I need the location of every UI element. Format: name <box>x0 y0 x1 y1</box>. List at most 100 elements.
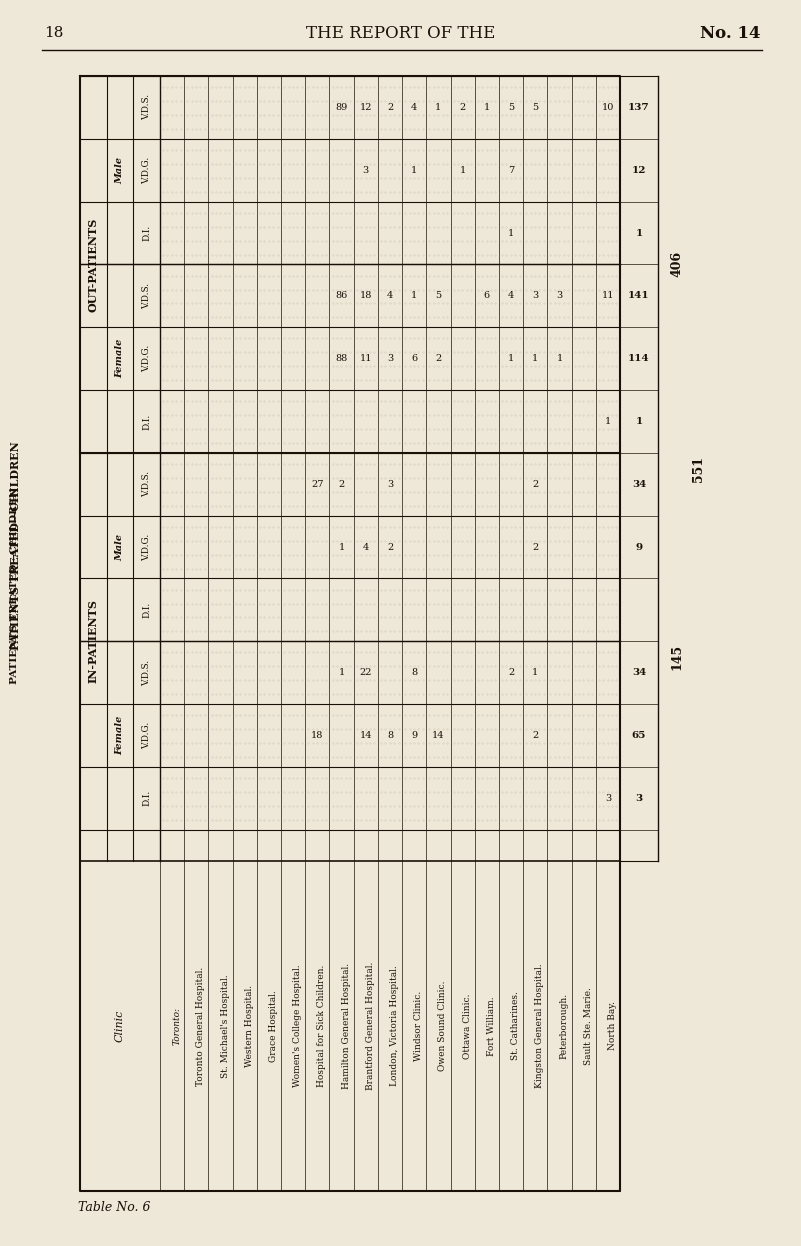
Text: 4: 4 <box>363 542 369 552</box>
Text: PATIENTS TREATED—CHILDREN: PATIENTS TREATED—CHILDREN <box>10 488 19 684</box>
Text: 6: 6 <box>411 354 417 363</box>
Text: D.I.: D.I. <box>142 224 151 242</box>
Text: D.I.: D.I. <box>142 414 151 430</box>
Text: 34: 34 <box>632 668 646 677</box>
Text: 3: 3 <box>532 292 538 300</box>
Text: Owen Sound Clinic.: Owen Sound Clinic. <box>438 981 448 1072</box>
Text: St. Michael's Hospital.: St. Michael's Hospital. <box>220 974 230 1078</box>
Text: 2: 2 <box>532 480 538 488</box>
Text: 114: 114 <box>628 354 650 363</box>
Text: Hamilton General Hospital.: Hamilton General Hospital. <box>341 963 351 1089</box>
Text: Sault Ste. Marie.: Sault Ste. Marie. <box>584 987 593 1065</box>
Text: 8: 8 <box>387 731 393 740</box>
Text: 9: 9 <box>635 542 642 552</box>
Text: 2: 2 <box>532 542 538 552</box>
Text: Ottawa Clinic.: Ottawa Clinic. <box>463 993 472 1059</box>
Text: Female: Female <box>115 715 124 755</box>
Text: IN-PATIENTS: IN-PATIENTS <box>88 599 99 683</box>
Text: 2: 2 <box>387 542 393 552</box>
Text: 1: 1 <box>339 668 344 677</box>
Text: 1: 1 <box>635 417 642 426</box>
Text: 2: 2 <box>460 103 465 112</box>
Text: 34: 34 <box>632 480 646 488</box>
Text: London, Victoria Hospital.: London, Victoria Hospital. <box>390 966 399 1087</box>
Text: Male: Male <box>115 533 124 561</box>
Text: V.D.S.: V.D.S. <box>142 471 151 497</box>
Text: 1: 1 <box>411 292 417 300</box>
Text: V.D.G.: V.D.G. <box>142 345 151 373</box>
Text: North Bay.: North Bay. <box>608 1002 617 1050</box>
Text: 88: 88 <box>336 354 348 363</box>
Text: 9: 9 <box>411 731 417 740</box>
Text: 27: 27 <box>311 480 324 488</box>
Text: Peterborough.: Peterborough. <box>559 993 569 1059</box>
Text: Female: Female <box>115 339 124 379</box>
Text: 5: 5 <box>436 292 441 300</box>
Text: 3: 3 <box>363 166 369 174</box>
Text: V.D.S.: V.D.S. <box>142 95 151 121</box>
Text: 18: 18 <box>360 292 372 300</box>
Text: 4: 4 <box>508 292 514 300</box>
Text: 1: 1 <box>460 166 465 174</box>
Text: 1: 1 <box>508 354 514 363</box>
Text: 1: 1 <box>557 354 562 363</box>
Text: 89: 89 <box>336 103 348 112</box>
Text: V.D.G.: V.D.G. <box>142 721 151 749</box>
Text: 1: 1 <box>484 103 490 112</box>
Text: 2: 2 <box>508 668 514 677</box>
Text: 1: 1 <box>635 228 642 238</box>
Text: 406: 406 <box>670 252 683 278</box>
Text: 12: 12 <box>360 103 372 112</box>
Text: 1: 1 <box>532 354 538 363</box>
Text: 137: 137 <box>628 103 650 112</box>
Text: 145: 145 <box>670 644 683 670</box>
Text: 2: 2 <box>435 354 441 363</box>
Text: 1: 1 <box>411 166 417 174</box>
Text: 4: 4 <box>387 292 393 300</box>
Text: Toronto General Hospital.: Toronto General Hospital. <box>196 967 205 1085</box>
Text: 14: 14 <box>433 731 445 740</box>
Text: 551: 551 <box>692 456 705 481</box>
Text: V.D.G.: V.D.G. <box>142 533 151 561</box>
Text: 18: 18 <box>311 731 324 740</box>
Text: 1: 1 <box>339 542 344 552</box>
Text: 11: 11 <box>360 354 372 363</box>
Text: 1: 1 <box>508 228 514 238</box>
Text: 3: 3 <box>557 292 562 300</box>
Text: 7: 7 <box>508 166 514 174</box>
Text: 141: 141 <box>628 292 650 300</box>
Text: 18: 18 <box>44 26 63 40</box>
Text: 10: 10 <box>602 103 614 112</box>
Text: St. Catharines.: St. Catharines. <box>511 992 520 1060</box>
Text: 5: 5 <box>508 103 514 112</box>
Text: Grace Hospital.: Grace Hospital. <box>269 991 278 1062</box>
Text: THE REPORT OF THE: THE REPORT OF THE <box>306 25 496 41</box>
Text: 1: 1 <box>532 668 538 677</box>
Text: 1: 1 <box>435 103 441 112</box>
Text: 4: 4 <box>411 103 417 112</box>
Text: 65: 65 <box>632 731 646 740</box>
Text: Women's College Hospital.: Women's College Hospital. <box>293 964 302 1088</box>
Text: 22: 22 <box>360 668 372 677</box>
Text: 11: 11 <box>602 292 614 300</box>
Text: 3: 3 <box>387 480 393 488</box>
Text: No. 14: No. 14 <box>699 25 760 41</box>
Text: Toronto:: Toronto: <box>172 1007 181 1045</box>
Text: 86: 86 <box>336 292 348 300</box>
Text: 8: 8 <box>411 668 417 677</box>
Text: Table No. 6: Table No. 6 <box>78 1201 151 1214</box>
Text: V.D.S.: V.D.S. <box>142 659 151 685</box>
Text: 3: 3 <box>605 794 611 802</box>
Text: V.D.S.: V.D.S. <box>142 283 151 309</box>
Text: 3: 3 <box>387 354 393 363</box>
Text: 14: 14 <box>360 731 372 740</box>
Text: D.I.: D.I. <box>142 790 151 806</box>
Text: 6: 6 <box>484 292 490 300</box>
Text: PATIENTS TREATED—CHILDREN: PATIENTS TREATED—CHILDREN <box>10 441 22 650</box>
Text: Male: Male <box>115 157 124 183</box>
Text: 3: 3 <box>635 794 642 802</box>
Text: 5: 5 <box>532 103 538 112</box>
Text: OUT-PATIENTS: OUT-PATIENTS <box>88 217 99 312</box>
Text: 1: 1 <box>605 417 611 426</box>
Text: Windsor Clinic.: Windsor Clinic. <box>414 991 423 1062</box>
